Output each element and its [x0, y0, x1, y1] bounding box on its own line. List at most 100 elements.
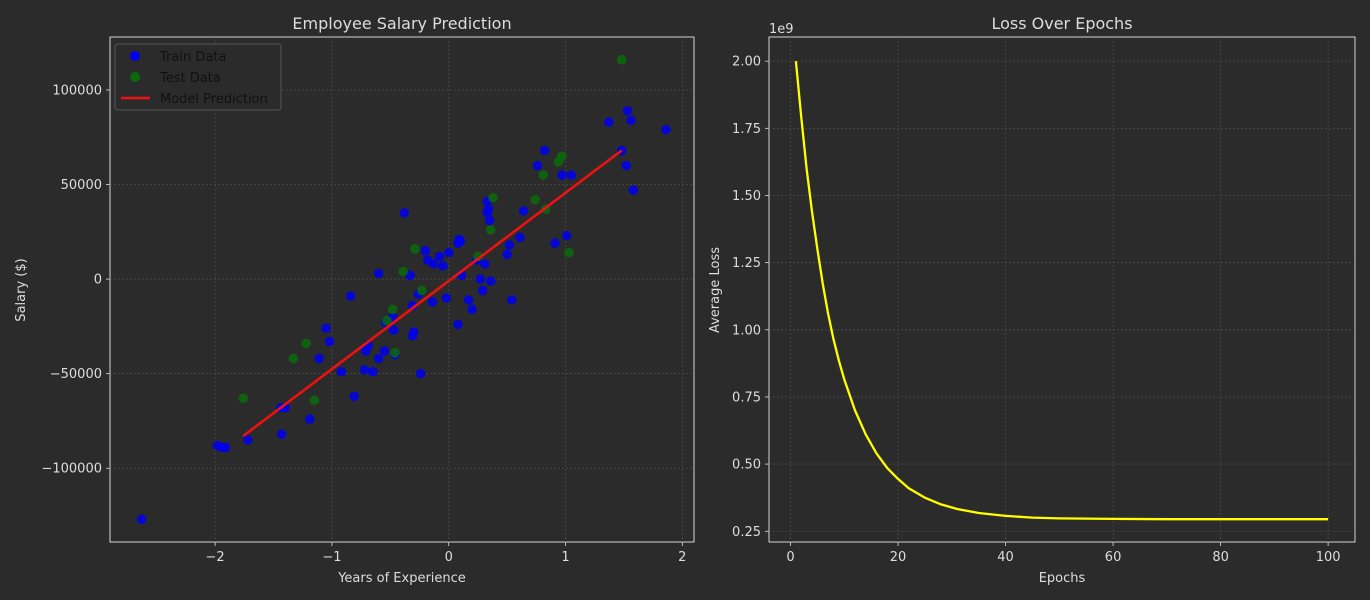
salary-y-ticks: −100000 −50000 0 50000 100000: [41, 83, 110, 477]
train-data-point: [443, 247, 454, 258]
loss-marks: [794, 61, 1329, 521]
y-tick-label: 0.50: [732, 458, 761, 473]
train-data-point: [428, 259, 439, 269]
train-data-point: [518, 206, 529, 216]
test-data-point: [485, 225, 496, 235]
train-data-point: [336, 366, 347, 377]
train-data-point: [324, 336, 335, 347]
train-data-point: [438, 261, 448, 271]
test-data-point: [382, 315, 392, 326]
train-data-point: [467, 304, 477, 315]
train-data-point: [628, 185, 639, 196]
y-tick-label: 1.50: [732, 189, 761, 204]
train-data-point: [243, 435, 253, 445]
train-data-point: [626, 115, 636, 126]
legend-box: [114, 43, 282, 111]
salary-x-ticks: −2 −1 0 1 2: [206, 542, 686, 565]
test-data-point: [616, 54, 627, 65]
y-tick-label: 1.25: [732, 256, 761, 271]
salary-y-axis-label: Salary ($): [14, 258, 29, 321]
train-data-point: [561, 230, 572, 241]
y-tick-label: 0.75: [732, 390, 761, 405]
train-data-point: [434, 251, 445, 262]
salary-grid: [110, 37, 694, 542]
train-data-point: [368, 366, 378, 377]
train-data-point: [661, 124, 671, 135]
loss-chart-title: Loss Over Epochs: [991, 14, 1132, 33]
train-data-point: [359, 365, 370, 375]
train-data-point: [463, 295, 474, 305]
test-data-point: [387, 304, 398, 315]
train-data-point: [304, 414, 315, 424]
loss-y-axis-label: Average Loss: [708, 247, 723, 333]
train-data-point: [622, 105, 633, 116]
loss-y-ticks: 0.25 0.50 0.75 1.00 1.25 1.50 1.75 2.00: [732, 55, 769, 540]
train-data-point: [427, 296, 438, 307]
train-data-point: [485, 276, 496, 286]
train-data-point: [441, 293, 452, 303]
salary-marks: [136, 54, 671, 525]
legend-train-marker: [130, 51, 140, 61]
test-data-point: [473, 251, 483, 262]
salary-chart-title: Employee Salary Prediction: [292, 14, 511, 33]
loss-x-ticks: 0 20 40 60 80 100: [786, 542, 1341, 565]
test-data-point: [417, 285, 427, 296]
test-data-point: [410, 244, 420, 254]
x-tick-label: 20: [890, 550, 907, 565]
y-tick-label: −50000: [50, 367, 102, 382]
train-data-point: [515, 232, 525, 243]
legend-test-marker: [130, 72, 140, 82]
test-data-point: [390, 348, 400, 358]
x-tick-label: 2: [678, 550, 686, 565]
train-data-point: [321, 323, 331, 334]
salary-x-axis-label: Years of Experience: [337, 571, 466, 586]
y-tick-label: 2.00: [732, 55, 761, 70]
train-data-point: [550, 238, 560, 248]
train-data-point: [621, 160, 632, 171]
train-data-point: [477, 285, 488, 296]
loss-curve: [794, 61, 1329, 521]
x-tick-label: 40: [997, 550, 1014, 565]
train-data-point: [420, 245, 431, 256]
salary-chart: −2 −1 0 1 2 −100000 −50000 0 50000 100000 Employ…: [14, 14, 695, 586]
train-data-point: [480, 259, 490, 269]
train-data-point: [389, 325, 399, 335]
test-data-point: [538, 170, 549, 180]
train-data-point: [399, 208, 410, 218]
train-data-point: [475, 274, 486, 284]
train-data-point: [415, 368, 426, 379]
y-tick-label: 1.75: [732, 122, 761, 137]
train-data-point: [314, 353, 324, 364]
x-tick-label: 80: [1212, 550, 1229, 565]
legend-train-label: Train Data: [159, 50, 226, 65]
train-data-point: [532, 160, 543, 171]
train-data-point: [603, 117, 614, 127]
x-tick-label: 1: [561, 550, 569, 565]
legend-model-label: Model Prediction: [160, 92, 268, 107]
train-data-point: [557, 170, 567, 180]
y-tick-label: −100000: [41, 462, 102, 477]
loss-x-axis-label: Epochs: [1039, 571, 1086, 586]
test-data-point: [309, 395, 320, 405]
model-prediction-line: [242, 149, 623, 438]
y-tick-label: 100000: [52, 83, 102, 98]
train-data-point: [373, 353, 384, 364]
train-data-point: [373, 268, 384, 279]
y-tick-label: 0.25: [732, 525, 761, 540]
y-tick-label: 0: [94, 273, 102, 288]
train-data-point: [484, 215, 495, 226]
train-data-point: [455, 236, 466, 247]
train-data-point: [504, 240, 515, 250]
loss-chart: 0 20 40 60 80 100 0.25 0.50 0.75 1.00 1.25 1.50 1.7…: [708, 14, 1356, 586]
x-tick-label: 100: [1316, 550, 1341, 565]
train-data-point: [220, 442, 231, 453]
train-data-point: [506, 295, 517, 305]
train-data-point: [379, 346, 390, 356]
train-data-point: [566, 170, 577, 180]
test-data-point: [488, 192, 498, 203]
y-tick-label: 50000: [61, 178, 102, 193]
x-tick-label: 60: [1105, 550, 1122, 565]
test-data-point: [557, 151, 567, 161]
x-tick-label: −1: [322, 550, 341, 565]
